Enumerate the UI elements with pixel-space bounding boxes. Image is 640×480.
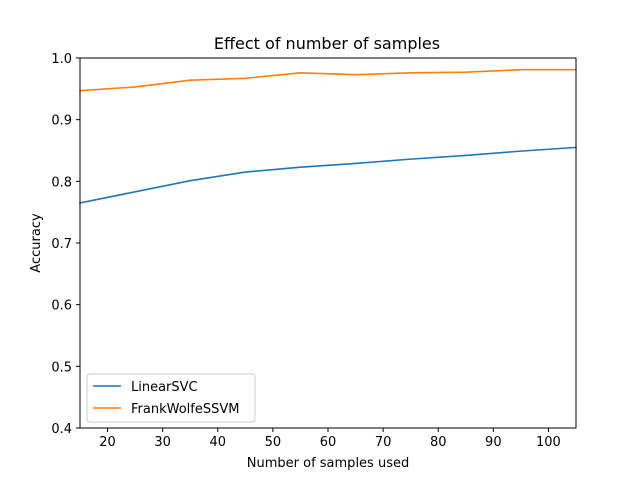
- x-tick-label: 100: [536, 435, 561, 450]
- x-axis: 20 30 40 50 60 70 80 90 100: [99, 428, 561, 450]
- y-tick-label: 1.0: [51, 52, 72, 67]
- legend-box: [86, 373, 256, 423]
- series-line-frankwolfessvm: [79, 68, 577, 92]
- y-tick-label: 0.6: [51, 299, 72, 314]
- plot-area: [79, 68, 577, 204]
- x-tick-label: 40: [210, 435, 227, 450]
- legend-label-linearsvc: LinearSVC: [131, 380, 198, 395]
- y-tick-label: 0.9: [51, 114, 72, 129]
- x-tick-label: 20: [99, 435, 116, 450]
- x-tick-label: 80: [430, 435, 447, 450]
- x-tick-label: 60: [320, 435, 337, 450]
- chart-title: Effect of number of samples: [214, 34, 440, 53]
- x-axis-label: Number of samples used: [247, 456, 409, 471]
- legend-label-frankwolfessvm: FrankWolfeSSVM: [131, 402, 239, 417]
- x-tick-label: 30: [154, 435, 171, 450]
- x-tick-label: 70: [375, 435, 392, 450]
- y-tick-label: 0.4: [51, 422, 72, 437]
- x-tick-label: 90: [485, 435, 502, 450]
- x-tick-label: 50: [265, 435, 282, 450]
- y-axis: 0.4 0.5 0.6 0.7 0.8 0.9 1.0: [51, 52, 80, 437]
- y-tick-label: 0.8: [51, 175, 72, 190]
- y-axis-label: Accuracy: [29, 213, 44, 273]
- legend: LinearSVC FrankWolfeSSVM: [86, 373, 256, 423]
- y-tick-label: 0.7: [51, 237, 72, 252]
- y-tick-label: 0.5: [51, 360, 72, 375]
- series-line-linearsvc: [79, 146, 577, 204]
